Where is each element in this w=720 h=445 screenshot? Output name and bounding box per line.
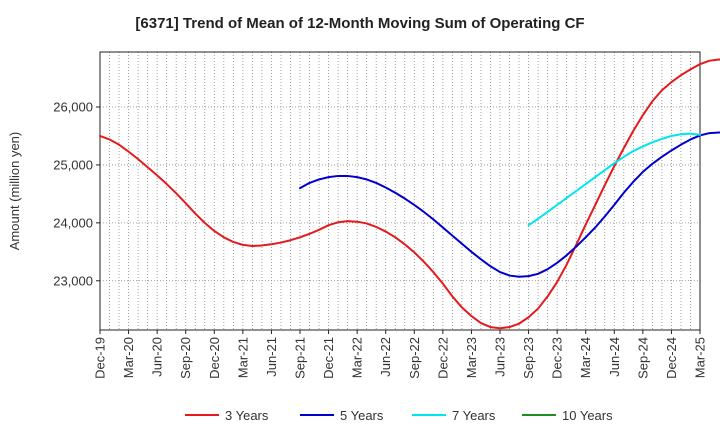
x-tick-label: Mar-25 [693, 337, 708, 378]
y-axis: 23,000 24,000 25,000 26,000 [53, 100, 100, 288]
x-tick-label: Dec-21 [321, 337, 336, 379]
legend-label-10-years: 10 Years [562, 408, 613, 423]
x-tick-label: Sep-20 [178, 337, 193, 379]
series-line-5-years [299, 131, 720, 278]
y-tick-label: 24,000 [53, 215, 93, 230]
series-line-7-years [527, 132, 701, 227]
x-tick-label: Mar-23 [464, 337, 479, 378]
legend-label-7-years: 7 Years [452, 408, 496, 423]
x-tick-label: Jun-24 [607, 337, 622, 377]
legend-label-5-years: 5 Years [340, 408, 384, 423]
legend: 3 Years 5 Years 7 Years 10 Years [185, 408, 613, 423]
x-tick-label: Dec-24 [664, 337, 679, 379]
x-tick-label: Sep-21 [293, 337, 308, 379]
legend-label-3-years: 3 Years [225, 408, 269, 423]
x-tick-label: Mar-20 [121, 337, 136, 378]
y-tick-label: 25,000 [53, 157, 93, 172]
y-tick-label: 26,000 [53, 100, 93, 115]
y-axis-label: Amount (million yen) [7, 132, 22, 251]
x-tick-label: Jun-21 [264, 337, 279, 377]
x-tick-label: Jun-20 [150, 337, 165, 377]
series-line-3-years [99, 58, 720, 330]
x-tick-label: Dec-19 [93, 337, 108, 379]
x-axis: Dec-19 Mar-20 Jun-20 Sep-20 Dec-20 Mar-21 Jun-… [93, 330, 708, 379]
x-tick-label: Sep-24 [635, 337, 650, 379]
x-tick-label: Mar-21 [235, 337, 250, 378]
x-tick-label: Jun-22 [378, 337, 393, 377]
plot-frame [99, 51, 701, 331]
x-tick-label: Dec-23 [550, 337, 565, 379]
x-tick-label: Jun-23 [493, 337, 508, 377]
x-tick-label: Sep-23 [521, 337, 536, 379]
x-tick-label: Sep-22 [407, 337, 422, 379]
chart-title: [6371] Trend of Mean of 12-Month Moving … [135, 15, 584, 32]
x-tick-label: Mar-22 [350, 337, 365, 378]
grid [100, 52, 700, 330]
x-tick-label: Dec-22 [435, 337, 450, 379]
x-tick-label: Dec-20 [207, 337, 222, 379]
series-lines [99, 58, 720, 330]
y-tick-label: 23,000 [53, 273, 93, 288]
x-tick-label: Mar-24 [578, 337, 593, 378]
